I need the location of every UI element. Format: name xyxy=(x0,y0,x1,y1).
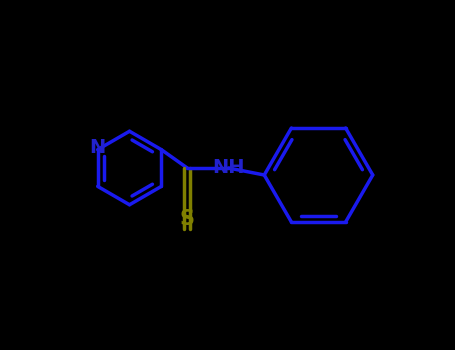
Text: N: N xyxy=(90,138,106,158)
Text: NH: NH xyxy=(212,158,245,177)
Text: S: S xyxy=(180,209,195,229)
